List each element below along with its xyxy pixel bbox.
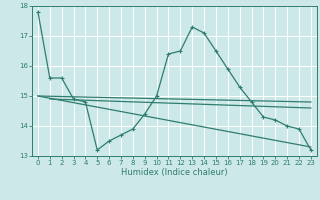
X-axis label: Humidex (Indice chaleur): Humidex (Indice chaleur) (121, 168, 228, 177)
